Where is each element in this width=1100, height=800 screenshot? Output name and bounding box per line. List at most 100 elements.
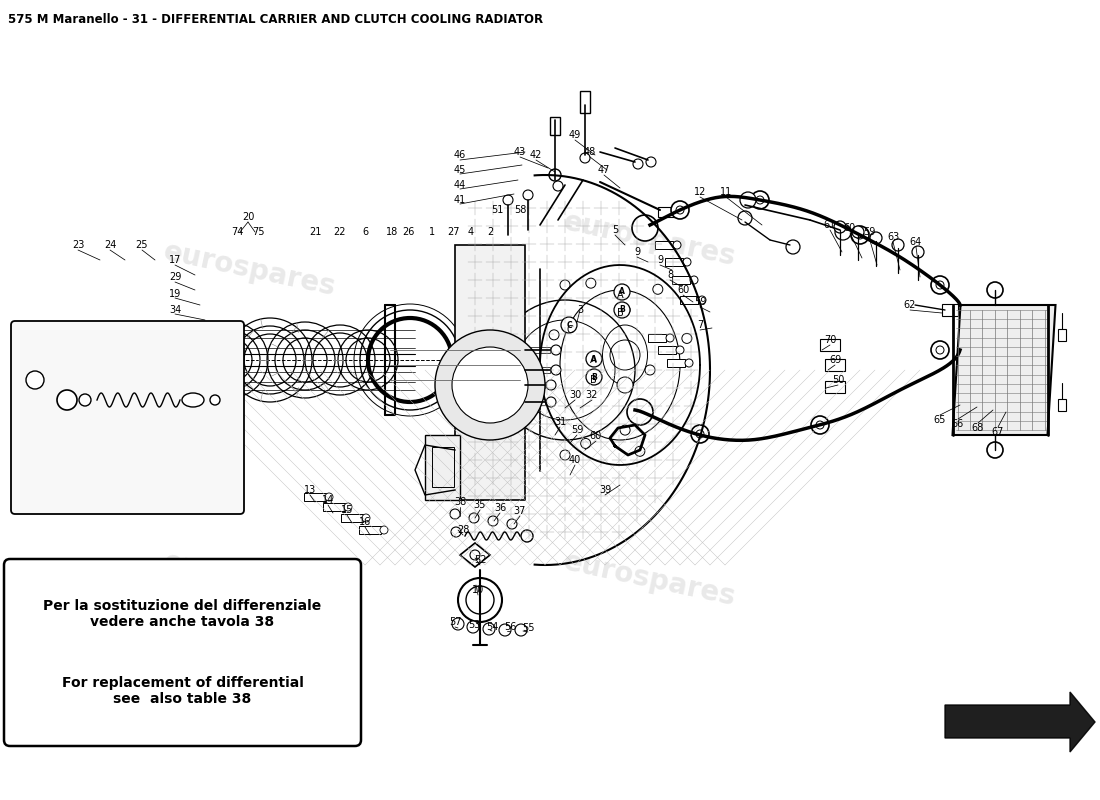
Text: C: C — [32, 375, 39, 385]
Text: 9: 9 — [634, 247, 640, 257]
Circle shape — [451, 527, 461, 537]
Circle shape — [469, 513, 478, 523]
Text: 61: 61 — [824, 220, 836, 230]
Text: 39: 39 — [598, 485, 612, 495]
Text: 68: 68 — [972, 423, 984, 433]
Text: 59: 59 — [571, 425, 583, 435]
Circle shape — [685, 359, 693, 367]
Bar — [654, 241, 673, 249]
Bar — [825, 359, 845, 371]
Bar — [680, 296, 698, 304]
Text: 46: 46 — [454, 150, 466, 160]
Text: 44: 44 — [454, 180, 466, 190]
Circle shape — [586, 369, 602, 385]
Circle shape — [666, 334, 674, 342]
Text: 75: 75 — [252, 227, 264, 237]
Text: 54: 54 — [486, 622, 498, 632]
Bar — [359, 526, 381, 534]
Text: eurospares: eurospares — [161, 238, 339, 302]
Bar — [648, 334, 666, 342]
Text: 26: 26 — [402, 227, 415, 237]
Text: 38: 38 — [454, 497, 466, 507]
Circle shape — [676, 346, 684, 354]
Text: A: A — [590, 355, 596, 365]
Circle shape — [549, 169, 561, 181]
Text: Per la sostituzione del differenziale
vedere anche tavola 38: Per la sostituzione del differenziale ve… — [43, 599, 321, 629]
Circle shape — [580, 153, 590, 163]
Bar — [323, 503, 345, 511]
Text: A: A — [619, 287, 625, 297]
Circle shape — [515, 624, 527, 636]
Circle shape — [698, 296, 706, 304]
Circle shape — [635, 446, 645, 456]
Bar — [341, 514, 363, 522]
Text: 60: 60 — [590, 431, 602, 441]
Circle shape — [645, 365, 654, 375]
Text: 57: 57 — [449, 617, 461, 627]
Text: 575 M Maranello - 31 - DIFFERENTIAL CARRIER AND CLUTCH COOLING RADIATOR: 575 M Maranello - 31 - DIFFERENTIAL CARR… — [8, 13, 543, 26]
Text: 9: 9 — [657, 255, 663, 265]
Text: C: C — [566, 325, 573, 335]
Circle shape — [811, 416, 829, 434]
Ellipse shape — [182, 393, 204, 407]
Text: 69: 69 — [829, 355, 842, 365]
Text: eurospares: eurospares — [561, 548, 739, 612]
Circle shape — [586, 278, 596, 288]
Text: 19: 19 — [169, 289, 182, 299]
Circle shape — [682, 334, 692, 343]
Text: 49: 49 — [569, 130, 581, 140]
Bar — [672, 276, 690, 284]
FancyBboxPatch shape — [11, 321, 244, 514]
Circle shape — [586, 351, 602, 367]
Text: 53: 53 — [468, 620, 481, 630]
Circle shape — [522, 190, 534, 200]
Text: For replacement of differential
see  also table 38: For replacement of differential see also… — [62, 676, 304, 706]
Text: 59: 59 — [694, 297, 706, 307]
Bar — [525, 382, 544, 388]
Bar — [658, 207, 680, 217]
Text: 64: 64 — [910, 237, 922, 247]
Text: 33: 33 — [169, 321, 182, 331]
Circle shape — [987, 442, 1003, 458]
Text: B: B — [617, 308, 624, 318]
Circle shape — [434, 330, 544, 440]
Text: 65: 65 — [934, 415, 946, 425]
Text: 51: 51 — [491, 205, 503, 215]
Text: 74: 74 — [231, 227, 243, 237]
Circle shape — [499, 425, 510, 435]
Bar — [525, 399, 544, 405]
Circle shape — [931, 341, 949, 359]
Circle shape — [362, 514, 370, 522]
Text: 23: 23 — [72, 240, 85, 250]
Circle shape — [614, 302, 630, 318]
Text: 48: 48 — [584, 147, 596, 157]
Text: 34: 34 — [169, 305, 182, 315]
Bar — [825, 381, 845, 393]
Circle shape — [834, 221, 846, 233]
Circle shape — [450, 509, 460, 519]
Text: 45: 45 — [454, 165, 466, 175]
Text: 8: 8 — [667, 270, 673, 280]
Circle shape — [851, 226, 869, 244]
Text: 31: 31 — [554, 417, 566, 427]
Text: 16: 16 — [359, 517, 371, 527]
Text: 36: 36 — [494, 503, 506, 513]
Circle shape — [673, 241, 681, 249]
FancyBboxPatch shape — [4, 559, 361, 746]
Text: C: C — [566, 321, 572, 330]
Circle shape — [870, 232, 882, 244]
Text: 16: 16 — [205, 413, 216, 422]
Circle shape — [751, 191, 769, 209]
Bar — [525, 347, 550, 353]
Circle shape — [652, 284, 663, 294]
Text: 12: 12 — [694, 187, 706, 197]
Bar — [820, 339, 840, 351]
Text: 37: 37 — [514, 506, 526, 516]
Circle shape — [560, 450, 570, 460]
Text: 67: 67 — [992, 427, 1004, 437]
Polygon shape — [460, 543, 490, 567]
Text: 60: 60 — [676, 285, 689, 295]
Bar — [666, 258, 683, 266]
Circle shape — [452, 618, 464, 630]
Polygon shape — [953, 305, 1056, 435]
